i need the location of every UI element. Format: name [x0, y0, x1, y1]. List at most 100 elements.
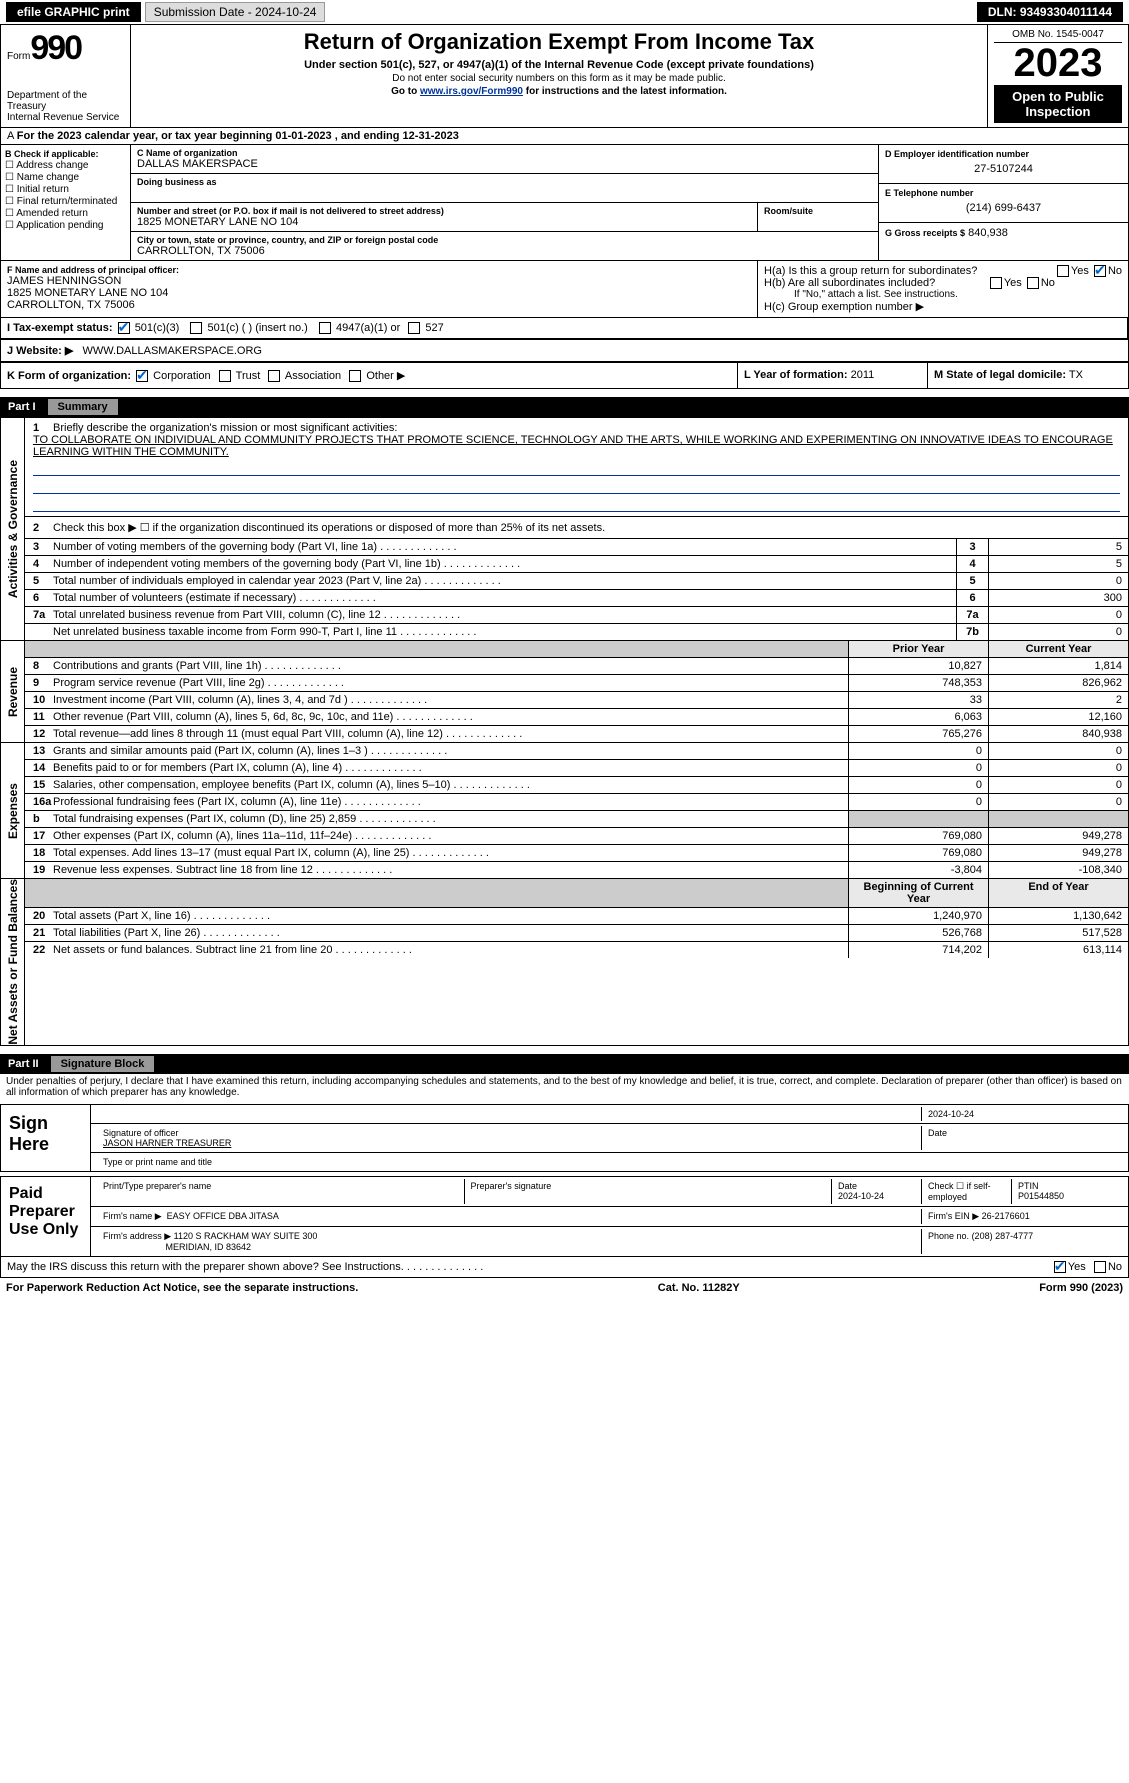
subtitle-1: Under section 501(c), 527, or 4947(a)(1)… — [137, 59, 981, 71]
gross-label: G Gross receipts $ — [885, 228, 965, 238]
top-bar: efile GRAPHIC print Submission Date - 20… — [0, 0, 1129, 25]
phone-label: E Telephone number — [885, 188, 1122, 198]
discuss-yes[interactable] — [1054, 1261, 1066, 1273]
l-label: L Year of formation: — [744, 369, 848, 381]
chk-name-change[interactable]: ☐ Name change — [5, 172, 126, 183]
org-name: DALLAS MAKERSPACE — [137, 158, 872, 170]
self-emp-check[interactable]: Check ☐ if self-employed — [922, 1179, 1012, 1204]
footer-right: Form 990 (2023) — [1039, 1282, 1123, 1294]
section-b-header: B Check if applicable: — [5, 149, 126, 159]
ha-no[interactable] — [1094, 265, 1106, 277]
tax-year: 2023 — [994, 43, 1122, 83]
chk-address-change[interactable]: ☐ Address change — [5, 160, 126, 171]
hb-yes[interactable] — [990, 277, 1002, 289]
chk-final-return[interactable]: ☐ Final return/terminated — [5, 196, 126, 207]
officer-addr1: 1825 MONETARY LANE NO 104 — [7, 287, 751, 299]
suite-label: Room/suite — [764, 206, 872, 216]
chk-trust[interactable] — [219, 370, 231, 382]
tab-governance: Activities & Governance — [6, 460, 20, 598]
table-row: 8Contributions and grants (Part VIII, li… — [25, 658, 1128, 675]
current-year-header: Current Year — [988, 641, 1128, 657]
ha-label: H(a) Is this a group return for subordin… — [764, 265, 977, 277]
firm-name: EASY OFFICE DBA JITASA — [167, 1211, 279, 1221]
tab-net: Net Assets or Fund Balances — [6, 879, 20, 1045]
chk-assoc[interactable] — [268, 370, 280, 382]
irs-link[interactable]: www.irs.gov/Form990 — [420, 86, 523, 97]
table-row: 20Total assets (Part X, line 16) 1,240,9… — [25, 908, 1128, 925]
preparer-name-label: Print/Type preparer's name — [97, 1179, 465, 1204]
tab-revenue: Revenue — [6, 667, 20, 717]
table-row: 5Total number of individuals employed in… — [25, 573, 1128, 590]
chk-501c3[interactable] — [118, 322, 130, 334]
chk-501c[interactable] — [190, 322, 202, 334]
chk-initial-return[interactable]: ☐ Initial return — [5, 184, 126, 195]
org-name-label: C Name of organization — [137, 148, 872, 158]
table-row: 21Total liabilities (Part X, line 26) 52… — [25, 925, 1128, 942]
section-expenses: Expenses 13Grants and similar amounts pa… — [0, 743, 1129, 879]
k-label: K Form of organization: — [7, 370, 131, 382]
section-net-assets: Net Assets or Fund Balances Beginning of… — [0, 879, 1129, 1046]
beg-year-header: Beginning of Current Year — [848, 879, 988, 907]
table-row: 16aProfessional fundraising fees (Part I… — [25, 794, 1128, 811]
ptin-value: P01544850 — [1018, 1191, 1064, 1201]
dln-label: DLN: 93493304011144 — [977, 2, 1123, 22]
section-a: A For the 2023 calendar year, or tax yea… — [0, 128, 1129, 145]
table-row: 6Total number of volunteers (estimate if… — [25, 590, 1128, 607]
chk-pending[interactable]: ☐ Application pending — [5, 220, 126, 231]
city-label: City or town, state or province, country… — [137, 235, 872, 245]
discuss-no[interactable] — [1094, 1261, 1106, 1273]
sign-here-label: Sign Here — [1, 1105, 91, 1171]
hb-label: H(b) Are all subordinates included? — [764, 277, 935, 289]
m-value: TX — [1069, 369, 1083, 381]
table-row: bTotal fundraising expenses (Part IX, co… — [25, 811, 1128, 828]
officer-sig-name: JASON HARNER TREASURER — [103, 1138, 231, 1148]
table-row: 7aTotal unrelated business revenue from … — [25, 607, 1128, 624]
table-row: Net unrelated business taxable income fr… — [25, 624, 1128, 640]
goto-pre: Go to — [391, 86, 420, 97]
website-label: J Website: ▶ — [7, 345, 73, 357]
dept-label: Department of the Treasury — [7, 90, 124, 112]
form-header: Form990 Department of the Treasury Inter… — [0, 25, 1129, 128]
chk-corp[interactable] — [136, 370, 148, 382]
tab-expenses: Expenses — [6, 783, 20, 839]
part2-header: Part II Signature Block — [0, 1054, 1129, 1074]
firm-ein: 26-2176601 — [982, 1211, 1030, 1221]
officer-group-row: F Name and address of principal officer:… — [0, 261, 1129, 318]
table-row: 22Net assets or fund balances. Subtract … — [25, 942, 1128, 958]
officer-name: JAMES HENNINGSON — [7, 275, 751, 287]
efile-button[interactable]: efile GRAPHIC print — [6, 2, 141, 22]
type-name-label: Type or print name and title — [97, 1155, 218, 1169]
table-row: 4Number of independent voting members of… — [25, 556, 1128, 573]
chk-other[interactable] — [349, 370, 361, 382]
footer-left: For Paperwork Reduction Act Notice, see … — [6, 1282, 358, 1294]
table-row: 12Total revenue—add lines 8 through 11 (… — [25, 726, 1128, 742]
l2-text: Check this box ▶ ☐ if the organization d… — [53, 522, 605, 534]
page-footer: For Paperwork Reduction Act Notice, see … — [0, 1278, 1129, 1298]
ein-label: D Employer identification number — [885, 149, 1122, 159]
form-title: Return of Organization Exempt From Incom… — [137, 29, 981, 55]
table-row: 13Grants and similar amounts paid (Part … — [25, 743, 1128, 760]
table-row: 18Total expenses. Add lines 13–17 (must … — [25, 845, 1128, 862]
website-value: WWW.DALLASMAKERSPACE.ORG — [83, 345, 263, 357]
footer-mid: Cat. No. 11282Y — [658, 1282, 740, 1294]
ein-value: 27-5107244 — [885, 159, 1122, 179]
perjury-text: Under penalties of perjury, I declare th… — [0, 1074, 1129, 1100]
open-public: Open to Public Inspection — [994, 85, 1122, 123]
table-row: 10Investment income (Part VIII, column (… — [25, 692, 1128, 709]
firm-phone: (208) 287-4777 — [972, 1231, 1034, 1241]
hb-note: If "No," attach a list. See instructions… — [764, 289, 1122, 300]
m-label: M State of legal domicile: — [934, 369, 1066, 381]
sign-here-block: Sign Here 2024-10-24 Signature of office… — [0, 1104, 1129, 1172]
chk-amended[interactable]: ☐ Amended return — [5, 208, 126, 219]
addr-label: Number and street (or P.O. box if mail i… — [137, 206, 751, 216]
prep-date: 2024-10-24 — [838, 1191, 884, 1201]
part1-header: Part I Summary — [0, 397, 1129, 417]
chk-4947[interactable] — [319, 322, 331, 334]
firm-addr1: 1120 S RACKHAM WAY SUITE 300 — [174, 1231, 318, 1241]
chk-527[interactable] — [408, 322, 420, 334]
org-address: 1825 MONETARY LANE NO 104 — [137, 216, 751, 228]
tax-status-label: I Tax-exempt status: — [7, 322, 113, 334]
ha-yes[interactable] — [1057, 265, 1069, 277]
sign-date: 2024-10-24 — [922, 1107, 1122, 1121]
hb-no[interactable] — [1027, 277, 1039, 289]
